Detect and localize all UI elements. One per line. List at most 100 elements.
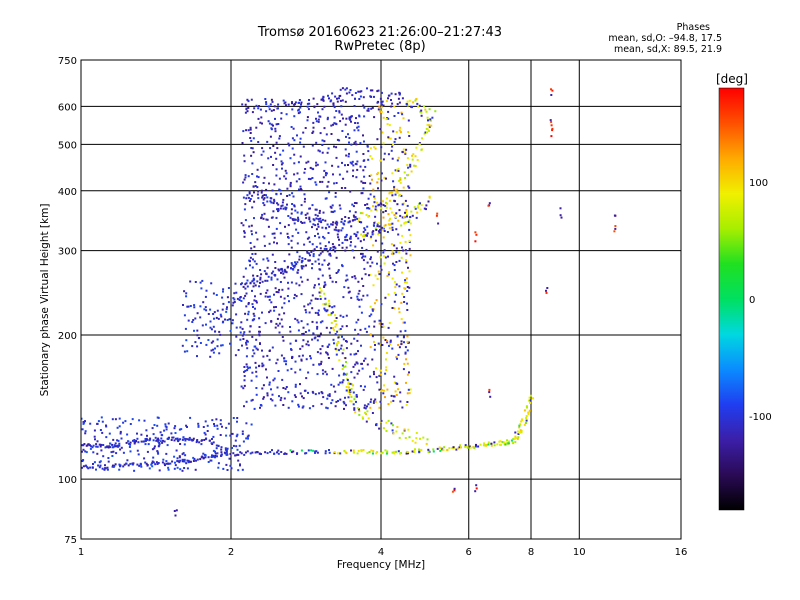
echo-point xyxy=(117,439,120,442)
echo-point xyxy=(404,346,407,349)
echo-point xyxy=(213,425,216,427)
echo-point xyxy=(127,440,130,443)
echo-point xyxy=(391,222,394,225)
echo-point xyxy=(326,352,329,355)
echo-point xyxy=(162,439,164,442)
echo-point xyxy=(257,197,260,200)
echo-point xyxy=(394,169,397,172)
echo-point xyxy=(252,137,255,140)
echo-point xyxy=(302,265,305,268)
echo-point xyxy=(390,105,393,108)
phase-stats-o-mode: mean, sd,O: –94.8, 17.5 xyxy=(608,33,722,44)
chart-subtitle: RwPretec (8p) xyxy=(334,39,426,54)
echo-point xyxy=(249,260,251,263)
echo-point xyxy=(250,423,253,426)
echo-point xyxy=(369,95,372,98)
echo-point xyxy=(475,487,478,490)
echo-point xyxy=(314,451,316,454)
echo-point xyxy=(420,449,423,452)
echo-point xyxy=(338,204,341,207)
echo-point xyxy=(216,309,219,312)
echo-point xyxy=(398,346,401,349)
echo-point xyxy=(297,231,300,234)
echo-point xyxy=(261,196,264,199)
echo-point xyxy=(289,216,292,219)
echo-point xyxy=(336,348,339,351)
echo-point xyxy=(290,367,293,370)
echo-point xyxy=(285,206,288,209)
echo-point xyxy=(380,172,383,175)
echo-point xyxy=(216,452,219,455)
echo-point xyxy=(428,195,431,198)
echo-point xyxy=(277,370,280,372)
echo-point xyxy=(116,445,119,448)
echo-point xyxy=(409,234,412,237)
echo-point xyxy=(345,404,347,407)
echo-point xyxy=(391,451,394,454)
echo-point xyxy=(355,176,358,179)
echo-point xyxy=(146,464,149,466)
echo-point xyxy=(243,154,246,157)
echo-point xyxy=(397,168,400,171)
echo-point xyxy=(430,124,433,127)
echo-point xyxy=(173,510,176,512)
echo-point xyxy=(395,394,398,396)
echo-point xyxy=(159,431,162,434)
echo-point xyxy=(398,259,401,262)
echo-point xyxy=(291,101,293,104)
echo-point xyxy=(408,247,411,250)
echo-point xyxy=(353,408,356,411)
echo-point xyxy=(155,439,158,442)
echo-point xyxy=(335,400,338,403)
echo-point xyxy=(325,326,328,329)
echo-point xyxy=(456,447,459,450)
echo-point xyxy=(221,308,224,311)
echo-point xyxy=(274,151,277,154)
echo-point xyxy=(243,331,246,334)
echo-point xyxy=(178,438,180,441)
echo-point xyxy=(305,216,308,219)
echo-point xyxy=(174,514,177,517)
echo-point xyxy=(302,405,305,408)
echo-point xyxy=(391,226,394,229)
echo-point xyxy=(369,333,372,336)
echo-point xyxy=(210,349,213,352)
echo-point xyxy=(385,430,388,432)
echo-point xyxy=(260,153,263,156)
echo-point xyxy=(371,261,374,264)
echo-point xyxy=(246,194,249,197)
echo-point xyxy=(220,451,223,454)
echo-point xyxy=(276,451,278,454)
echo-point xyxy=(263,176,266,179)
echo-point xyxy=(245,129,248,132)
echo-point xyxy=(91,466,94,469)
echo-point xyxy=(525,417,528,419)
echo-point xyxy=(239,451,242,454)
echo-point xyxy=(393,452,396,455)
echo-point xyxy=(267,120,270,123)
echo-point xyxy=(354,162,357,165)
echo-point xyxy=(371,335,374,338)
echo-point xyxy=(221,425,223,428)
echo-point xyxy=(345,233,348,236)
echo-point xyxy=(503,441,506,444)
echo-point xyxy=(157,437,160,440)
echo-point xyxy=(388,199,391,202)
echo-point xyxy=(305,358,308,361)
echo-point xyxy=(251,289,253,292)
echo-point xyxy=(300,449,303,452)
echo-point xyxy=(362,449,365,451)
echo-point xyxy=(386,197,388,200)
echo-point xyxy=(322,98,325,101)
echo-point xyxy=(244,219,247,222)
echo-point xyxy=(99,464,102,467)
echo-point xyxy=(297,161,300,164)
echo-point xyxy=(291,356,294,359)
echo-point xyxy=(163,440,166,443)
echo-point xyxy=(265,218,268,221)
echo-point xyxy=(409,388,412,391)
echo-point xyxy=(287,406,290,409)
echo-point xyxy=(395,251,398,254)
echo-point xyxy=(296,271,299,274)
echo-point xyxy=(394,286,397,289)
